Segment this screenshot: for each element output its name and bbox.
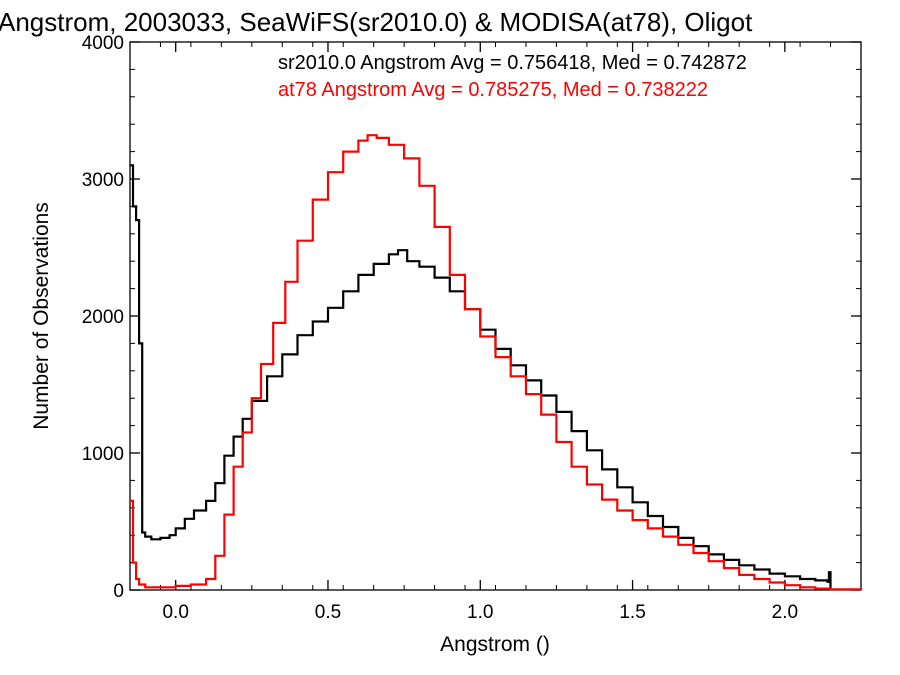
y-tick-label: 2000 — [82, 307, 124, 328]
y-tick-label: 1000 — [82, 444, 124, 465]
series-line-0 — [130, 164, 832, 590]
x-tick-label: 1.0 — [467, 602, 493, 623]
x-tick-label: 0.0 — [162, 602, 188, 623]
x-tick-label: 0.5 — [315, 602, 341, 623]
annotation-sr2010: sr2010.0 Angstrom Avg = 0.756418, Med = … — [278, 52, 747, 74]
y-tick-label: 0 — [113, 581, 124, 602]
series-line-1 — [130, 134, 863, 591]
y-axis-label: Number of Observations — [30, 202, 53, 430]
y-tick-label: 3000 — [82, 170, 124, 191]
series-layer — [130, 134, 863, 591]
x-tick-label: 1.5 — [619, 602, 645, 623]
chart-title: Angstrom, 2003033, SeaWiFS(sr2010.0) & M… — [0, 7, 753, 37]
y-tick-label: 4000 — [82, 33, 124, 54]
annotation-at78: at78 Angstrom Avg = 0.785275, Med = 0.73… — [278, 79, 708, 101]
x-tick-label: 2.0 — [772, 602, 798, 623]
x-axis-label: Angstrom () — [440, 633, 550, 656]
